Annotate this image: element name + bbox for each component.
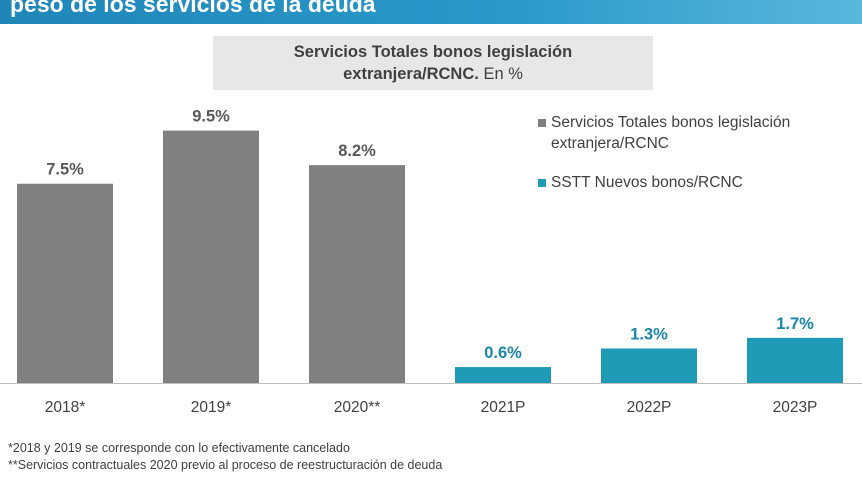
x-tick-label: 2023P xyxy=(773,399,818,416)
bar-2023p xyxy=(747,337,843,383)
header-band: peso de los servicios de la deuda xyxy=(0,0,862,24)
data-label: 0.6% xyxy=(484,344,522,362)
footnote-2: **Servicios contractuales 2020 previo al… xyxy=(8,458,443,472)
bar-2020 xyxy=(309,165,405,383)
legend-label: SSTT Nuevos bonos/RCNC xyxy=(551,174,743,191)
legend-swatch-gray xyxy=(538,119,546,127)
legend-item-servicios-totales: Servicios Totales bonos legislación extr… xyxy=(538,112,858,154)
legend-swatch-teal xyxy=(538,179,546,187)
footnotes: *2018 y 2019 se corresponde con lo efect… xyxy=(8,440,442,474)
x-tick-label: 2021P xyxy=(481,399,526,416)
data-label: 9.5% xyxy=(192,108,230,126)
chart-title-box: Servicios Totales bonos legislación extr… xyxy=(213,36,653,90)
chart-title: Servicios Totales bonos legislación extr… xyxy=(283,41,583,85)
chart-legend: Servicios Totales bonos legislación extr… xyxy=(538,112,858,193)
chart-title-unit: En % xyxy=(483,65,523,83)
footnote-1: *2018 y 2019 se corresponde con lo efect… xyxy=(8,441,350,455)
legend-label: Servicios Totales bonos legislación extr… xyxy=(551,114,791,152)
legend-item-nuevos-bonos: SSTT Nuevos bonos/RCNC xyxy=(538,172,858,193)
x-tick-label: 2020** xyxy=(334,399,381,416)
x-tick-label: 2018* xyxy=(45,399,86,416)
bar-2019 xyxy=(163,130,259,383)
bar-2021p xyxy=(455,367,551,383)
bar-2022p xyxy=(601,348,697,383)
page-title: peso de los servicios de la deuda xyxy=(10,0,376,17)
x-tick-label: 2022P xyxy=(627,399,672,416)
data-label: 1.3% xyxy=(630,325,668,343)
data-label: 1.7% xyxy=(776,315,814,333)
x-tick-label: 2019* xyxy=(191,399,232,416)
bar-2018 xyxy=(17,183,113,383)
data-label: 8.2% xyxy=(338,142,376,160)
data-label: 7.5% xyxy=(46,161,84,179)
chart-title-strong: Servicios Totales bonos legislación extr… xyxy=(293,43,573,83)
